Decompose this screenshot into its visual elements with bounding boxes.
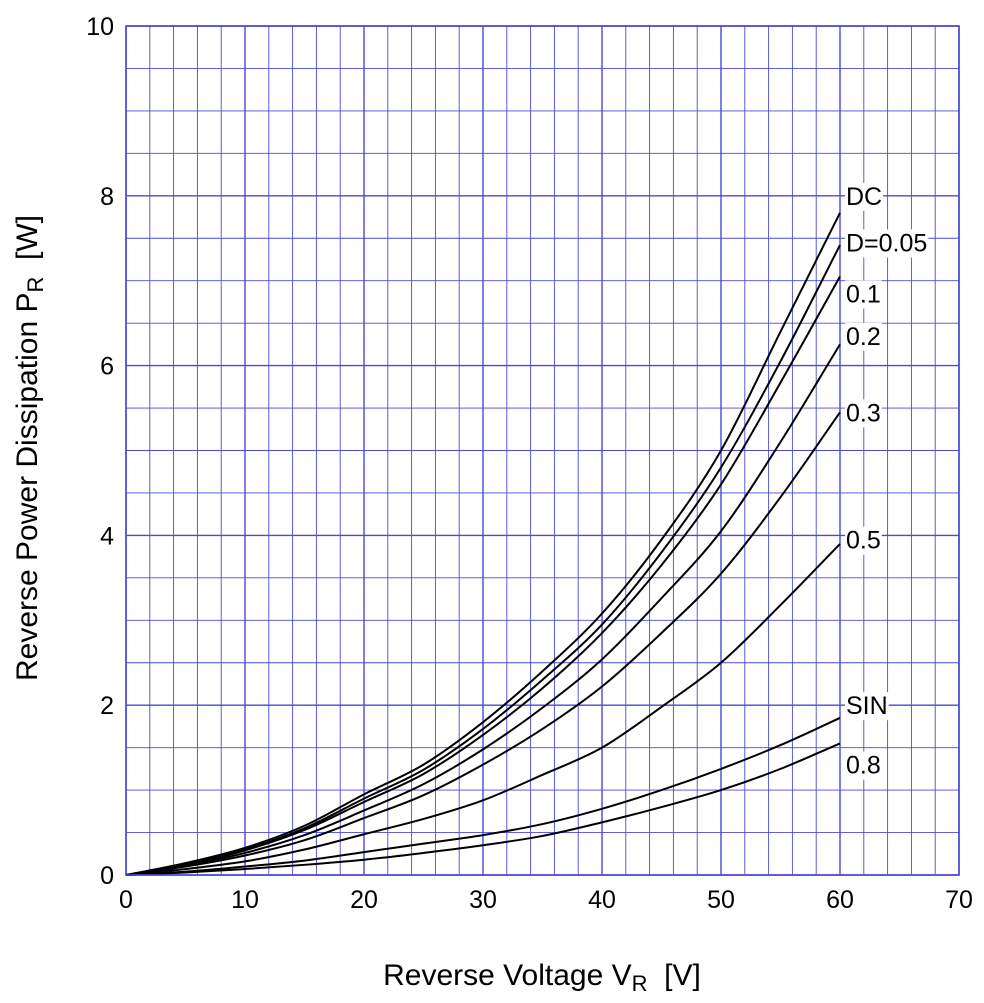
grid	[125, 25, 960, 876]
series-label-sin: SIN	[846, 692, 888, 720]
x-axis-title: Reverse Voltage VR [V]	[383, 959, 701, 996]
series-line-dc	[125, 212, 841, 876]
x-tick-label: 0	[119, 886, 133, 914]
series-label-background	[845, 280, 882, 309]
y-axis-title: Reverse Power Dissipation PR [W]	[11, 215, 48, 681]
series-label-0-3: 0.3	[846, 399, 881, 427]
series-label-background	[845, 526, 882, 555]
series-line-0-2	[125, 343, 841, 876]
x-tick-label: 60	[826, 886, 854, 914]
x-tick-label: 20	[350, 886, 378, 914]
series-line-sin	[125, 717, 841, 876]
series-label-0-8: 0.8	[846, 752, 881, 780]
x-tick-label: 40	[588, 886, 616, 914]
y-tick-label: 4	[100, 522, 114, 550]
series-labels: DC D=0.05 0.1 0.2 0.3 0.5 SIN 0.8	[845, 182, 929, 780]
y-tick-label: 10	[86, 13, 114, 41]
series-label-background	[845, 751, 882, 780]
series-label-d-0-05: D=0.05	[846, 229, 927, 257]
y-tick-label: 6	[100, 353, 114, 381]
series-label-0-1: 0.1	[846, 280, 881, 308]
x-tick-label: 70	[945, 886, 973, 914]
y-tick-label: 0	[100, 862, 114, 890]
plot-border	[125, 25, 960, 876]
x-tick-label: 50	[707, 886, 735, 914]
y-tick-label: 2	[100, 692, 114, 720]
series-label-0-2: 0.2	[846, 323, 881, 351]
series-label-background	[845, 229, 929, 258]
series-line-0-3	[125, 411, 841, 876]
x-tick-label: 30	[469, 886, 497, 914]
series-line-0-1	[125, 275, 841, 876]
series-line-0-5	[125, 543, 841, 876]
series-label-background	[845, 182, 884, 211]
x-tick-label: 10	[231, 886, 259, 914]
series-label-background	[845, 399, 882, 428]
series-line-0-8	[125, 742, 841, 876]
tick-labels: 0 10 20 30 40 50 60 70 0 2 4 6 8 10	[86, 13, 973, 914]
plot-frame	[125, 25, 960, 876]
series-lines	[125, 212, 841, 876]
series-label-dc: DC	[846, 183, 882, 211]
y-tick-label: 8	[100, 183, 114, 211]
series-label-background	[845, 322, 882, 351]
series-label-0-5: 0.5	[846, 527, 881, 555]
series-label-background	[845, 692, 889, 721]
